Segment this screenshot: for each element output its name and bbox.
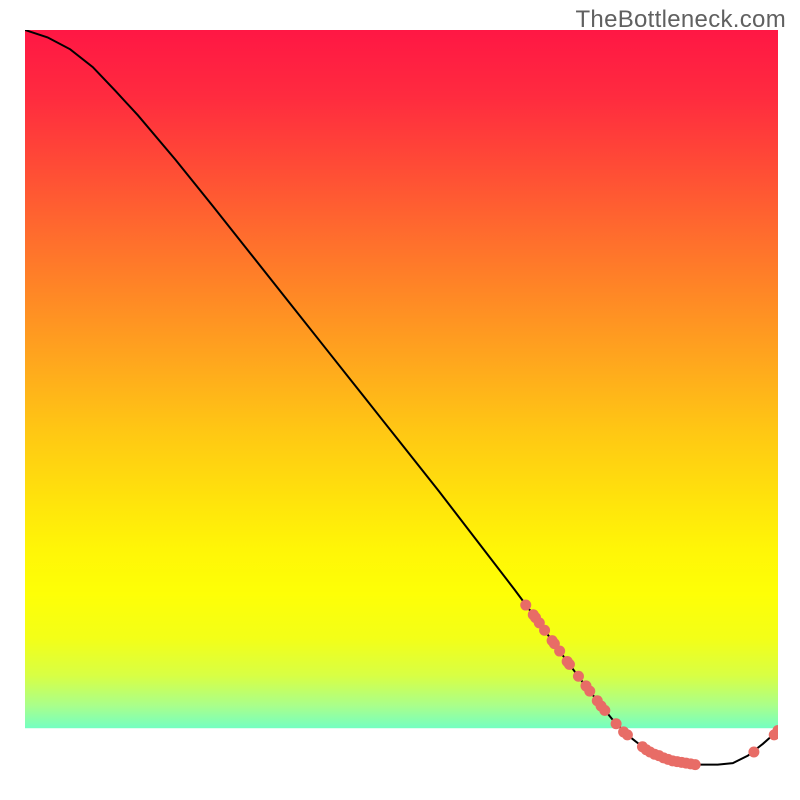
chart-container: TheBottleneck.com (0, 0, 800, 800)
data-point (573, 671, 584, 682)
data-point (748, 746, 759, 757)
data-point (773, 725, 784, 736)
data-point (611, 718, 622, 729)
data-point (564, 659, 575, 670)
data-point (539, 625, 550, 636)
bottleneck-curve-chart (0, 0, 800, 800)
data-point (584, 686, 595, 697)
data-point (599, 705, 610, 716)
watermark-text: TheBottleneck.com (575, 6, 786, 34)
data-point (554, 646, 565, 657)
white-band (25, 728, 778, 772)
data-point (690, 759, 701, 770)
gradient-background (25, 30, 778, 772)
data-point (520, 600, 531, 611)
data-point (622, 729, 633, 740)
